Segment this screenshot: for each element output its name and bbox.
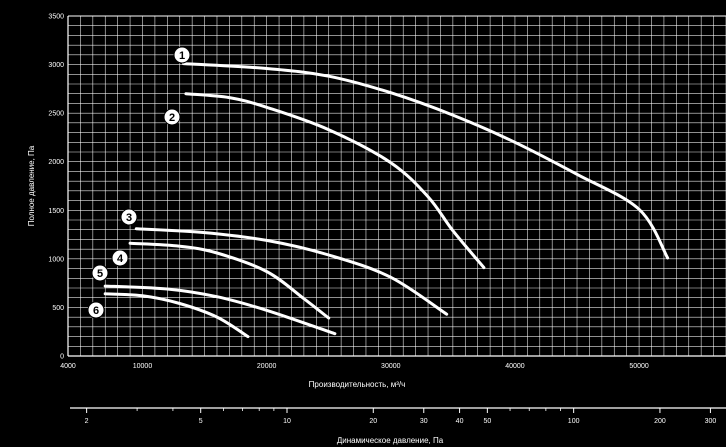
dynamic-pressure-tick-label: 40: [456, 418, 464, 425]
dynamic-pressure-tick-label: 100: [568, 418, 580, 425]
callout-label: 1: [179, 50, 185, 62]
callout-label: 4: [117, 253, 124, 265]
y-axis-ticks: 0 500 1000 1500 2000 2500 3000 3500: [48, 14, 64, 361]
dynamic-pressure-axis: 2 5 10 20 30 40 50 100 200 300: [70, 407, 726, 425]
y-tick-label: 2000: [48, 159, 64, 166]
callout-6: 6: [87, 301, 105, 319]
x-tick-label: 50000: [629, 363, 649, 370]
callout-circle: [163, 108, 181, 126]
y-tick-label: 1500: [48, 208, 64, 215]
curve-5: [103, 284, 337, 336]
y-tick-label: 500: [52, 305, 64, 312]
dynamic-pressure-tick-label: 10: [283, 418, 291, 425]
callout-2: 2: [163, 108, 181, 126]
curve-1: [182, 62, 670, 260]
dynamic-pressure-tick-label: 50: [483, 418, 491, 425]
callout-label: 3: [126, 212, 132, 224]
curve-3: [134, 227, 449, 316]
x-tick-label: 4000: [60, 363, 76, 370]
x-tick-label: 20000: [257, 363, 277, 370]
x-tick-label: 40000: [505, 363, 525, 370]
callout-1: 1: [173, 46, 191, 64]
dynamic-pressure-tick-label: 300: [705, 418, 717, 425]
callout-circle: [111, 249, 129, 267]
curves: [103, 62, 670, 339]
dynamic-pressure-tick-label: 2: [85, 418, 89, 425]
callout-label: 5: [97, 268, 103, 280]
y-tick-label: 2500: [48, 111, 64, 118]
curve-6: [103, 292, 250, 339]
dynamic-pressure-tick-label: 30: [420, 418, 428, 425]
x-axis-title: Производительность, м³/ч: [309, 380, 406, 389]
dynamic-pressure-tick-label: 5: [199, 418, 203, 425]
callout-circle: [91, 264, 109, 282]
plot-frame: [67, 15, 726, 357]
x-tick-label: 10000: [133, 363, 153, 370]
y-tick-label: 1000: [48, 256, 64, 263]
callout-3: 3: [120, 208, 138, 226]
x-tick-label: 30000: [381, 363, 401, 370]
callout-5: 5: [91, 264, 109, 282]
curve-4: [128, 241, 331, 320]
dynamic-pressure-axis-title: Динамическое давление, Па: [337, 436, 444, 445]
dynamic-pressure-tick-label: 20: [369, 418, 377, 425]
y-axis-title: Полное давление, Па: [27, 145, 36, 226]
callout-circle: [87, 301, 105, 319]
callout-circle: [173, 46, 191, 64]
curve-2: [184, 92, 486, 270]
callout-circle: [120, 208, 138, 226]
callout-label: 2: [169, 112, 175, 124]
x-axis-ticks: 4000 10000 20000 30000 40000 50000: [60, 363, 649, 370]
y-tick-label: 0: [60, 354, 64, 361]
dynamic-pressure-tick-label: 200: [654, 418, 666, 425]
y-tick-label: 3500: [48, 14, 64, 21]
curve-callouts: 1 2 3 4 5 6: [87, 46, 191, 319]
callout-label: 6: [93, 305, 99, 317]
y-tick-label: 3000: [48, 62, 64, 69]
callout-4: 4: [111, 249, 129, 267]
